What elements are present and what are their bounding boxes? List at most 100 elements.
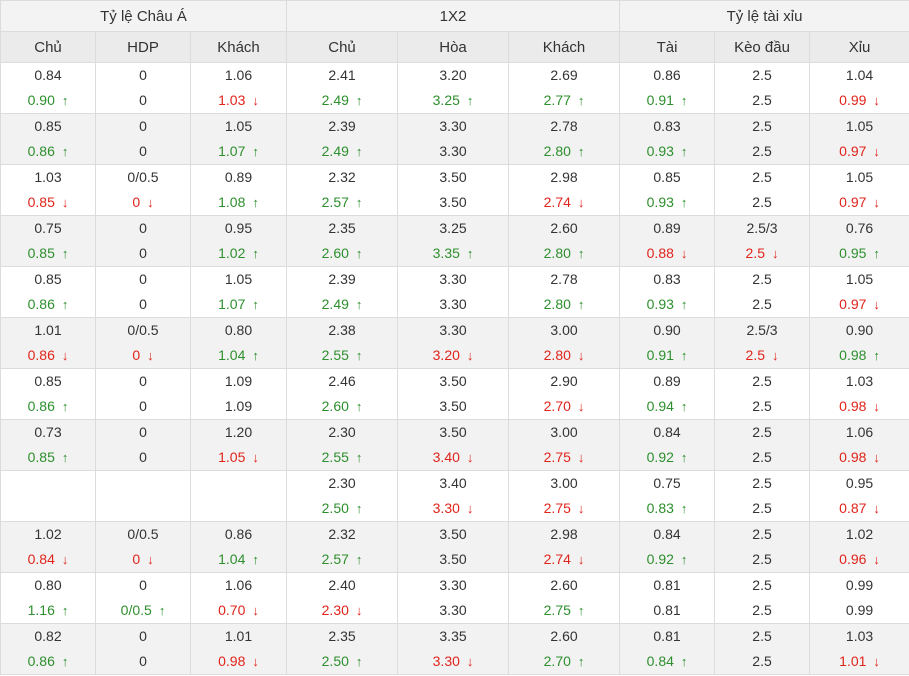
odds-value: 3.30	[439, 143, 467, 159]
odds-cell: 3.40	[397, 470, 510, 496]
odds-cell: 0	[95, 292, 191, 318]
odds-cell: 2.77	[508, 88, 621, 114]
odds-cell	[189, 496, 288, 522]
odds-value-arrow-up-icon: 2.60	[322, 398, 363, 414]
odds-row-current: 0.85 0 1.05 2.55 3.40 2.75 0.92 2.5 0.98	[0, 445, 909, 471]
odds-value: 2.5	[752, 653, 772, 669]
odds-cell: 1.05	[809, 266, 909, 292]
odds-cell: 0.84	[0, 62, 96, 88]
odds-cell: 1.04	[189, 343, 288, 369]
odds-value-arrow-down-icon: 1.01	[839, 653, 880, 669]
odds-cell: 2.5	[714, 164, 811, 190]
odds-cell: 2.57	[286, 547, 399, 573]
odds-cell: 2.60	[286, 394, 399, 420]
odds-cell: 3.50	[397, 368, 510, 394]
odds-value-arrow-up-icon: 1.04	[218, 347, 259, 363]
odds-value: 2.5	[752, 92, 772, 108]
odds-value-arrow-up-icon: 1.07	[218, 296, 259, 312]
odds-cell: 0	[95, 445, 191, 471]
odds-cell: 1.09	[189, 394, 288, 420]
odds-value-arrow-up-icon: 2.80	[544, 245, 585, 261]
odds-cell: 2.49	[286, 88, 399, 114]
odds-cell: 1.03	[809, 623, 909, 649]
odds-value-arrow-up-icon: 1.16	[28, 602, 69, 618]
odds-cell: 2.30	[286, 598, 399, 624]
column-header: Chủ	[0, 31, 96, 63]
odds-cell: 1.04	[809, 62, 909, 88]
odds-value: 2.5	[752, 143, 772, 159]
odds-cell: 3.20	[397, 62, 510, 88]
odds-cell: 1.01	[0, 317, 96, 343]
odds-cell: 0.89	[619, 368, 716, 394]
group-header-1x2: 1X2	[286, 0, 621, 32]
odds-cell: 0.70	[189, 598, 288, 624]
odds-value-arrow-down-icon: 3.30	[433, 653, 474, 669]
odds-value-arrow-down-icon: 0	[132, 194, 153, 210]
odds-cell: 2.5	[714, 547, 811, 573]
odds-value-arrow-up-icon: 0.84	[647, 653, 688, 669]
odds-cell: 0.86	[0, 394, 96, 420]
odds-cell: 0.98	[809, 445, 909, 471]
odds-cell: 2.55	[286, 445, 399, 471]
odds-cell: 1.02	[0, 521, 96, 547]
odds-cell: 0.98	[189, 649, 288, 675]
odds-value-arrow-down-icon: 0.99	[839, 92, 880, 108]
odds-value: 0	[139, 449, 147, 465]
odds-cell: 2.5	[714, 62, 811, 88]
odds-cell: 2.60	[508, 623, 621, 649]
odds-row-current: 0.86 0 1.09 2.60 3.50 2.70 0.94 2.5 0.98	[0, 394, 909, 420]
odds-value-arrow-up-icon: 0.91	[647, 92, 688, 108]
odds-cell: 2.5	[714, 445, 811, 471]
odds-cell: 0.86	[0, 649, 96, 675]
odds-cell: 2.5	[714, 623, 811, 649]
odds-cell: 0.96	[809, 547, 909, 573]
odds-cell: 3.50	[397, 190, 510, 216]
odds-cell: 2.5	[714, 649, 811, 675]
odds-cell: 1.04	[189, 547, 288, 573]
odds-cell: 0	[95, 88, 191, 114]
odds-cell: 3.25	[397, 215, 510, 241]
odds-cell: 3.30	[397, 572, 510, 598]
odds-cell: 3.30	[397, 113, 510, 139]
odds-cell: 2.75	[508, 445, 621, 471]
odds-value-arrow-down-icon: 2.30	[322, 602, 363, 618]
odds-cell: 0/0.5	[95, 317, 191, 343]
column-header-row: Chủ HDP Khách Chủ Hòa Khách Tài Kèo đầu …	[0, 31, 909, 63]
odds-cell: 0.76	[809, 215, 909, 241]
odds-row-opening: 1.03 0/0.5 0.89 2.32 3.50 2.98 0.85 2.5 1.05	[0, 164, 909, 190]
odds-cell: 2.98	[508, 521, 621, 547]
odds-cell	[189, 470, 288, 496]
odds-value-arrow-up-icon: 0.95	[839, 245, 880, 261]
odds-cell: 3.30	[397, 292, 510, 318]
odds-value: 2.5	[752, 398, 772, 414]
odds-value-arrow-up-icon: 0.86	[28, 653, 69, 669]
odds-cell: 2.5	[714, 88, 811, 114]
odds-value: 3.30	[439, 602, 467, 618]
odds-cell: 3.35	[397, 623, 510, 649]
odds-value-arrow-down-icon: 0.85	[28, 194, 69, 210]
odds-cell: 0	[95, 623, 191, 649]
odds-cell: 2.60	[508, 572, 621, 598]
odds-cell: 0	[95, 113, 191, 139]
odds-value: 3.50	[439, 398, 467, 414]
odds-cell: 1.05	[809, 164, 909, 190]
odds-row-opening: 0.85 0 1.05 2.39 3.30 2.78 0.83 2.5 1.05	[0, 266, 909, 292]
odds-value-arrow-down-icon: 3.30	[433, 500, 474, 516]
odds-cell: 0.84	[619, 521, 716, 547]
odds-cell: 2.5	[714, 292, 811, 318]
odds-cell: 2.5/3	[714, 215, 811, 241]
odds-value-arrow-down-icon: 0.97	[839, 143, 880, 159]
odds-cell: 0.93	[619, 190, 716, 216]
odds-value-arrow-up-icon: 0.92	[647, 449, 688, 465]
odds-value: 2.5	[752, 449, 772, 465]
odds-cell: 0	[95, 241, 191, 267]
odds-cell: 0.91	[619, 88, 716, 114]
odds-cell: 1.20	[189, 419, 288, 445]
odds-row-current: 0.86 0 1.07 2.49 3.30 2.80 0.93 2.5 0.97	[0, 292, 909, 318]
odds-cell: 2.5	[714, 394, 811, 420]
odds-row-current: 0.85 0 1.02 2.60 3.35 2.80 0.88 2.5 0.95	[0, 241, 909, 267]
odds-value-arrow-up-icon: 2.49	[322, 92, 363, 108]
odds-value-arrow-down-icon: 0.97	[839, 194, 880, 210]
odds-cell: 0/0.5	[95, 598, 191, 624]
odds-value: 0	[139, 143, 147, 159]
